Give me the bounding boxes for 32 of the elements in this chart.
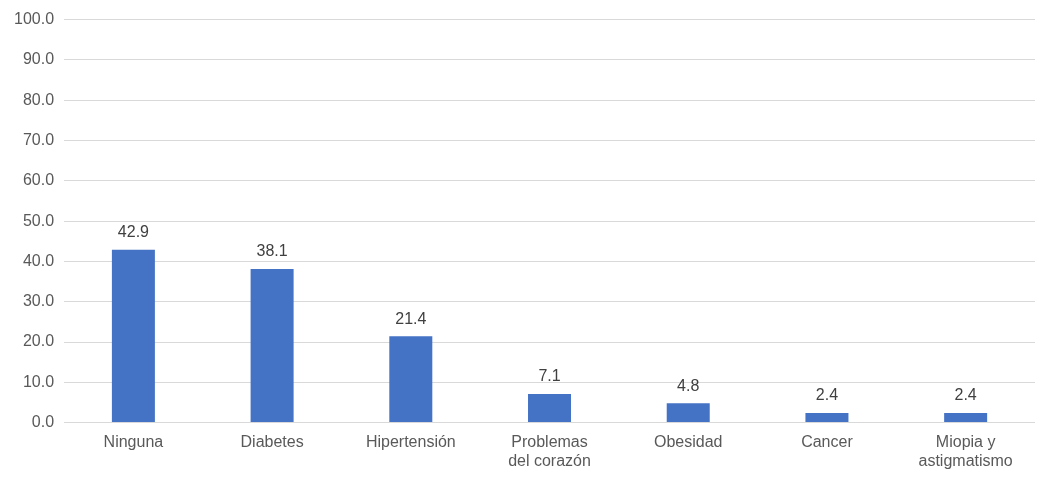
y-tick-label: 50.0 bbox=[22, 211, 55, 229]
bar bbox=[111, 249, 155, 423]
x-tick-label: Obesidad bbox=[653, 432, 723, 450]
data-label: 2.4 bbox=[815, 386, 839, 404]
y-tick-label: 100.0 bbox=[13, 10, 55, 28]
data-label: 38.1 bbox=[256, 242, 288, 260]
y-tick-label: 80.0 bbox=[22, 90, 55, 108]
y-tick-label: 60.0 bbox=[22, 171, 55, 189]
x-tick-label: Hipertensión bbox=[365, 432, 456, 450]
y-tick-label: 70.0 bbox=[22, 130, 55, 148]
x-tick-label: Diabetes bbox=[240, 432, 304, 450]
x-tick-label: Problemas del corazón bbox=[508, 432, 591, 469]
y-tick-label: 40.0 bbox=[22, 251, 55, 269]
bar bbox=[805, 412, 849, 423]
x-tick-label: Miopia y astigmatismo bbox=[918, 432, 1013, 469]
data-label: 4.8 bbox=[677, 376, 700, 394]
y-tick-label: 20.0 bbox=[22, 332, 55, 350]
y-tick-label: 90.0 bbox=[22, 50, 55, 68]
data-label: 7.1 bbox=[538, 367, 561, 385]
x-tick-label: Ninguna bbox=[103, 432, 164, 450]
x-tick-label: Cancer bbox=[801, 432, 854, 450]
bar bbox=[389, 336, 433, 423]
y-tick-label: 10.0 bbox=[22, 372, 55, 390]
bar bbox=[528, 393, 572, 423]
bar bbox=[250, 269, 294, 423]
data-label: 21.4 bbox=[395, 309, 427, 327]
bar bbox=[944, 412, 988, 423]
data-label: 2.4 bbox=[954, 386, 977, 404]
y-tick-label: 30.0 bbox=[22, 292, 55, 310]
bar bbox=[666, 403, 710, 423]
y-tick-label: 0.0 bbox=[31, 413, 55, 431]
data-label: 42.9 bbox=[117, 223, 150, 241]
